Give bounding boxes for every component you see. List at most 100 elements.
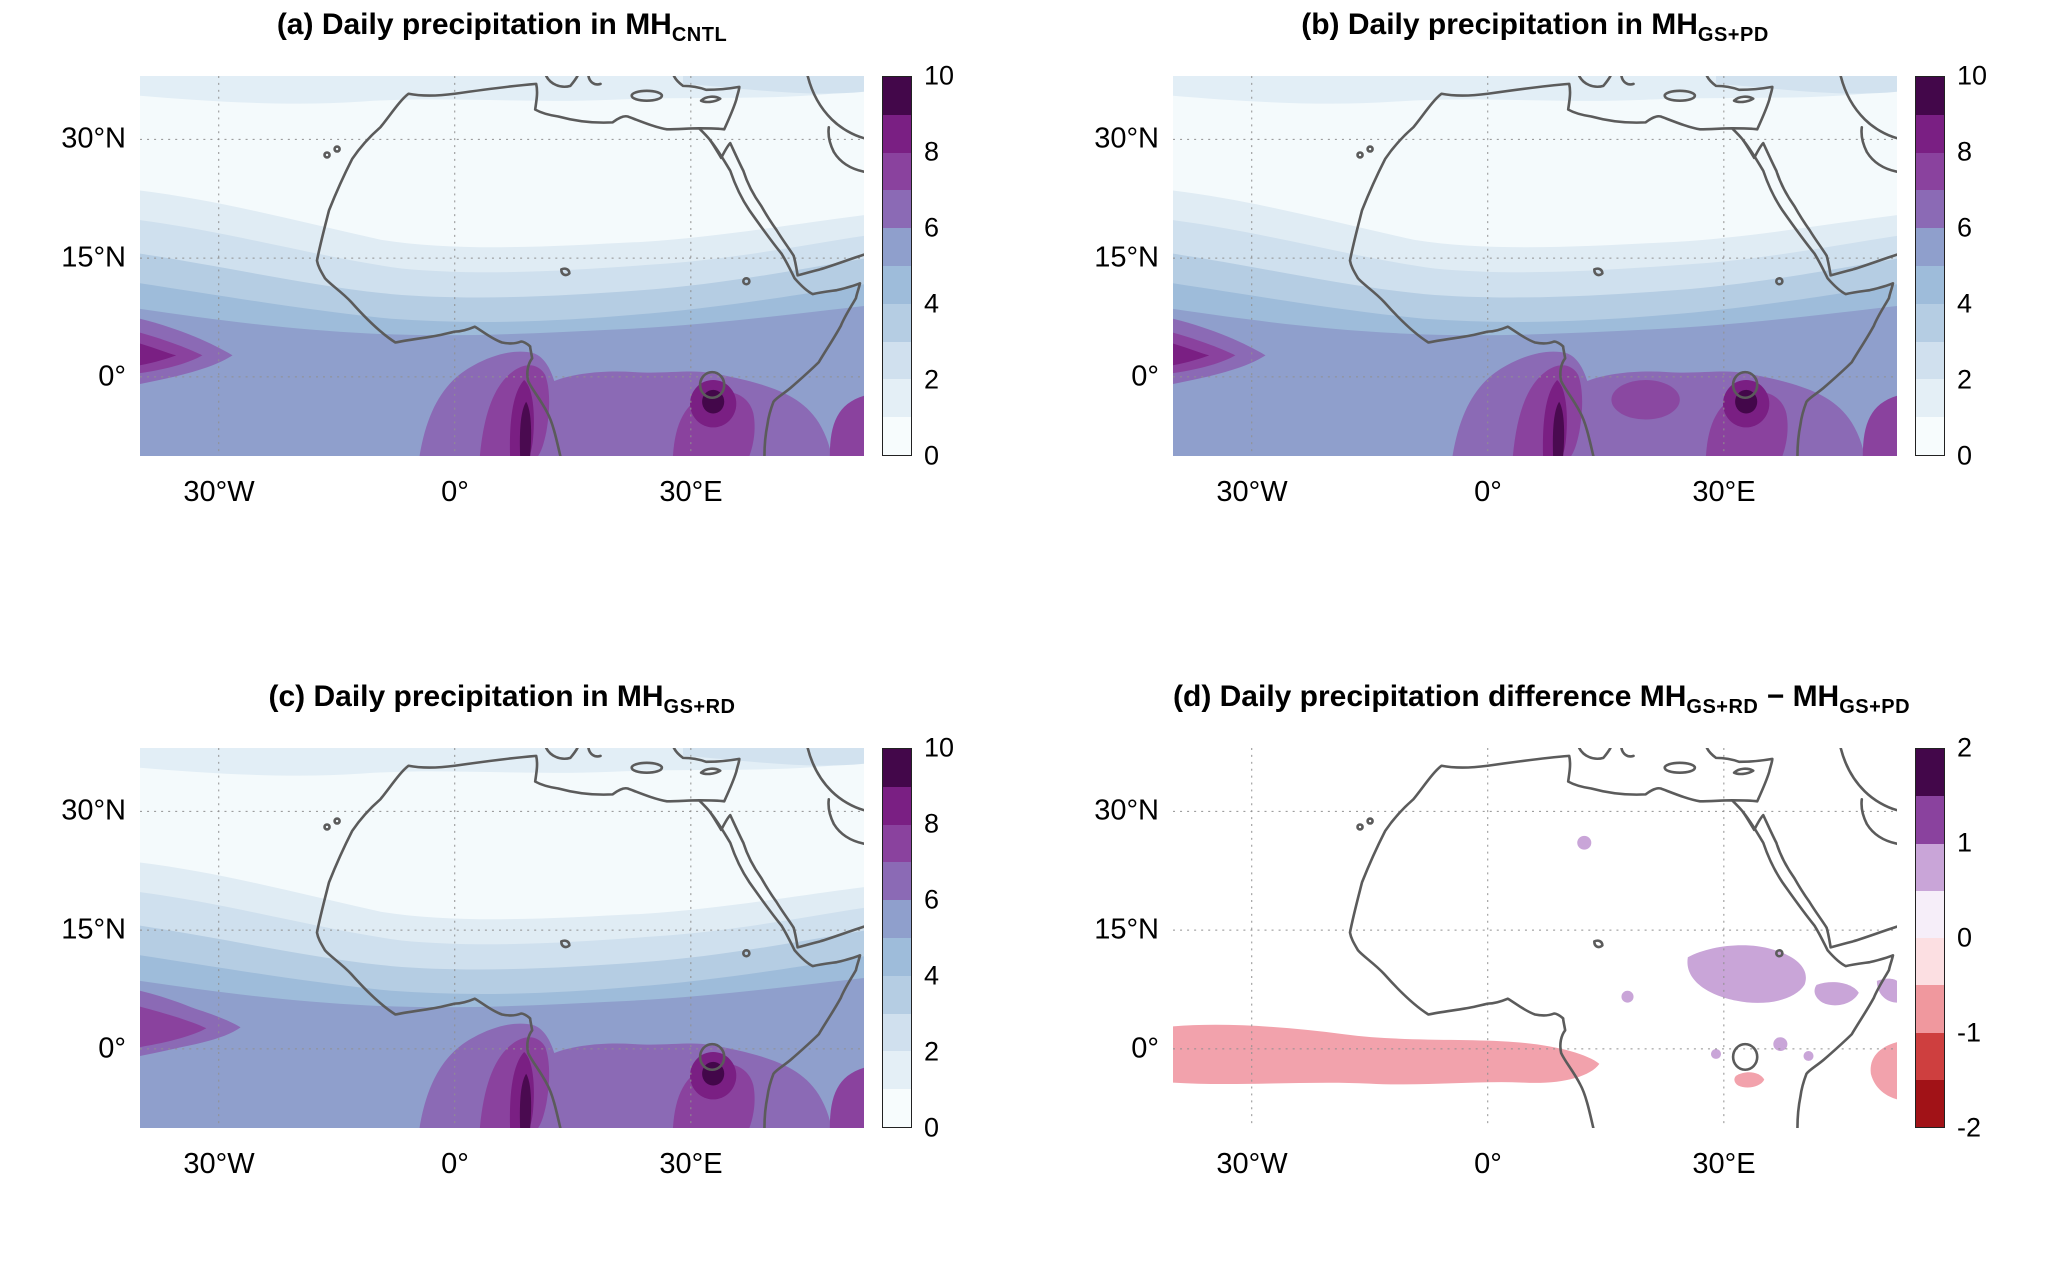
panel-c-xtick-30e: 30°E bbox=[659, 1148, 723, 1180]
colorbar-segment bbox=[1916, 938, 1944, 986]
colorbar-segment bbox=[1916, 1079, 1944, 1127]
colorbar-tick-label: 1 bbox=[1957, 827, 1973, 858]
colorbar-segment bbox=[883, 303, 911, 342]
panel-b-xtick-0: 0° bbox=[1474, 476, 1502, 508]
precipitation-field bbox=[140, 748, 864, 1128]
panel-a-title: (a) Daily precipitation in MHCNTL bbox=[140, 8, 864, 47]
colorbar-segment bbox=[1916, 890, 1944, 938]
panel-c: (c) Daily precipitation in MHGS+RD 30°N … bbox=[0, 672, 1033, 1284]
colorbar-tick-label: 4 bbox=[1957, 288, 1973, 319]
precipitation-field bbox=[1173, 76, 1897, 456]
colorbar-segment bbox=[883, 749, 911, 787]
panel-c-ytick-0: 0° bbox=[98, 1032, 126, 1065]
panel-d-colorbar: -2 -1 0 1 2 bbox=[1915, 734, 1981, 1141]
colorbar-segment bbox=[883, 824, 911, 863]
panel-c-ytick-30n: 30°N bbox=[61, 794, 126, 827]
colorbar-segment bbox=[883, 77, 911, 115]
panel-b-ytick-15n: 15°N bbox=[1094, 241, 1159, 274]
colorbar-gradient bbox=[1915, 76, 1945, 456]
panel-c-extra-wedge-core bbox=[140, 1006, 207, 1048]
panel-a-map bbox=[140, 76, 864, 456]
panel-b-ytick-30n: 30°N bbox=[1094, 122, 1159, 155]
colorbar-tick-label: 2 bbox=[924, 364, 940, 395]
colorbar-tick-label: 10 bbox=[924, 732, 955, 763]
panel-a-title-text: (a) Daily precipitation in MH bbox=[276, 8, 672, 41]
colorbar-segment bbox=[883, 379, 911, 418]
colorbar-segment bbox=[883, 937, 911, 976]
colorbar-segment bbox=[883, 1051, 911, 1090]
colorbar-segment bbox=[883, 341, 911, 380]
colorbar-segment bbox=[1916, 303, 1944, 342]
panel-a-xtick-30w: 30°W bbox=[183, 476, 255, 508]
panel-c-title-subscript: GS+RD bbox=[663, 696, 736, 718]
panel-d-title: (d) Daily precipitation difference MHGS+… bbox=[1173, 680, 1910, 719]
panel-d-xtick-0: 0° bbox=[1474, 1148, 1502, 1180]
colorbar-tick-label: 0 bbox=[1957, 440, 1973, 471]
colorbar-segment bbox=[883, 190, 911, 229]
panel-a-xtick-30e: 30°E bbox=[659, 476, 723, 508]
colorbar-tick-label: 6 bbox=[1957, 212, 1973, 243]
panel-b-map bbox=[1173, 76, 1897, 456]
panel-d-ytick-0: 0° bbox=[1131, 1032, 1159, 1065]
colorbar-segment bbox=[1916, 77, 1944, 115]
colorbar-segment bbox=[883, 417, 911, 455]
colorbar-tick-label: 4 bbox=[924, 960, 940, 991]
panel-d-title-text: (d) Daily precipitation difference MH bbox=[1173, 680, 1687, 713]
panel-d-map bbox=[1173, 748, 1897, 1128]
colorbar-tick-label: 0 bbox=[924, 440, 940, 471]
panel-c-ytick-15n: 15°N bbox=[61, 913, 126, 946]
colorbar-tick-label: 0 bbox=[924, 1112, 940, 1143]
panel-c-title-text: (c) Daily precipitation in MH bbox=[268, 680, 664, 713]
panel-a: (a) Daily precipitation in MHCNTL 30°N 1… bbox=[0, 0, 1033, 612]
panel-b-xtick-30w: 30°W bbox=[1216, 476, 1288, 508]
colorbar-gradient bbox=[882, 76, 912, 456]
panel-b-title: (b) Daily precipitation in MHGS+PD bbox=[1173, 8, 1897, 47]
colorbar-segment bbox=[1916, 265, 1944, 304]
panel-c-colorbar: 0 2 4 6 8 10 bbox=[882, 734, 954, 1141]
panel-c-map bbox=[140, 748, 864, 1128]
colorbar-tick-label: 8 bbox=[924, 136, 940, 167]
panel-b: (b) Daily precipitation in MHGS+PD 30°N … bbox=[1033, 0, 2066, 612]
colorbar-segment bbox=[1916, 843, 1944, 891]
colorbar-segment bbox=[883, 975, 911, 1014]
panel-b-title-subscript: GS+PD bbox=[1697, 24, 1769, 46]
colorbar-tick-label: 4 bbox=[924, 288, 940, 319]
colorbar-segment bbox=[883, 114, 911, 153]
panel-b-xtick-30e: 30°E bbox=[1692, 476, 1756, 508]
colorbar-tick-label: 6 bbox=[924, 884, 940, 915]
colorbar-segment bbox=[1916, 341, 1944, 380]
panel-d-title-text2: − MH bbox=[1758, 680, 1840, 713]
panel-d-title-subscript: GS+RD bbox=[1686, 696, 1759, 718]
colorbar-segment bbox=[1916, 114, 1944, 153]
panel-c-xtick-0: 0° bbox=[441, 1148, 469, 1180]
panel-a-colorbar: 0 2 4 6 8 10 bbox=[882, 62, 954, 469]
panel-c-title: (c) Daily precipitation in MHGS+RD bbox=[140, 680, 864, 719]
panel-d-title-subscript2: GS+PD bbox=[1839, 696, 1911, 718]
colorbar-segment bbox=[883, 265, 911, 304]
colorbar-segment bbox=[1916, 152, 1944, 191]
panel-b-colorbar: 0 2 4 6 8 10 bbox=[1915, 62, 1987, 469]
panel-a-ytick-30n: 30°N bbox=[61, 122, 126, 155]
colorbar-tick-label: -2 bbox=[1957, 1112, 1982, 1143]
panel-d-ytick-15n: 15°N bbox=[1094, 913, 1159, 946]
panel-c-xtick-30w: 30°W bbox=[183, 1148, 255, 1180]
colorbar-tick-labels: 0 2 4 6 8 10 bbox=[1957, 62, 2037, 469]
panel-d-ytick-30n: 30°N bbox=[1094, 794, 1159, 827]
colorbar-segment bbox=[1916, 228, 1944, 266]
precipitation-field bbox=[140, 76, 864, 456]
colorbar-tick-label: -1 bbox=[1957, 1017, 1982, 1048]
colorbar-tick-label: 6 bbox=[924, 212, 940, 243]
colorbar-segment bbox=[1916, 1032, 1944, 1080]
panel-b-ytick-0: 0° bbox=[1131, 360, 1159, 393]
colorbar-tick-label: 10 bbox=[924, 60, 955, 91]
panel-b-title-text: (b) Daily precipitation in MH bbox=[1301, 8, 1698, 41]
colorbar-gradient bbox=[1915, 748, 1945, 1128]
colorbar-segment bbox=[1916, 796, 1944, 844]
colorbar-tick-label: 2 bbox=[924, 1036, 940, 1067]
colorbar-tick-labels: 0 2 4 6 8 10 bbox=[924, 62, 1004, 469]
colorbar-tick-label: 8 bbox=[1957, 136, 1973, 167]
colorbar-segment bbox=[1916, 190, 1944, 229]
panel-b-extra-wet-patch bbox=[1611, 380, 1680, 420]
colorbar-tick-label: 2 bbox=[1957, 364, 1973, 395]
